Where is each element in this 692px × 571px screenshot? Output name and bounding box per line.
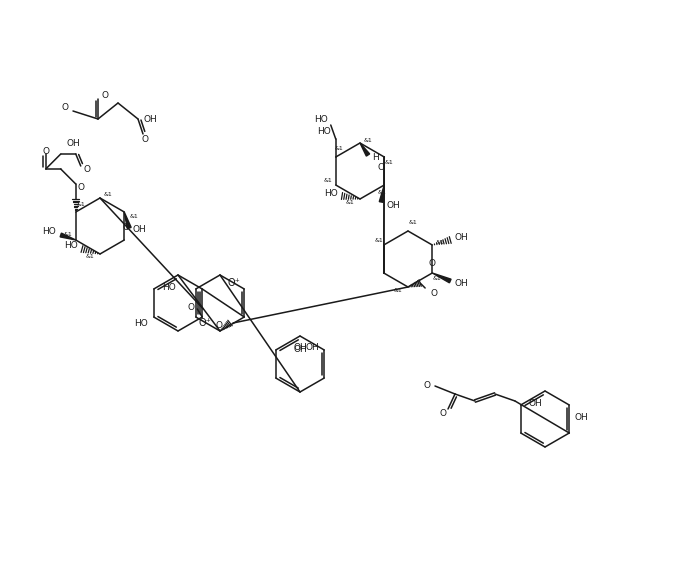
Text: HO: HO xyxy=(162,283,176,292)
Text: O: O xyxy=(378,163,385,172)
Text: O⁺: O⁺ xyxy=(199,318,212,328)
Text: OH: OH xyxy=(305,344,319,352)
Text: &1: &1 xyxy=(408,220,417,226)
Text: O: O xyxy=(84,166,91,175)
Text: H: H xyxy=(372,154,379,163)
Text: O: O xyxy=(215,320,222,329)
Text: HO: HO xyxy=(325,190,338,199)
Text: O: O xyxy=(61,103,68,112)
Polygon shape xyxy=(60,233,75,240)
Text: OH: OH xyxy=(132,226,146,235)
Text: &1: &1 xyxy=(130,215,138,219)
Text: O: O xyxy=(141,135,148,143)
Text: O: O xyxy=(424,381,430,391)
Text: HO: HO xyxy=(42,227,56,236)
Text: O: O xyxy=(430,288,437,297)
Text: &1: &1 xyxy=(323,178,332,183)
Text: OH: OH xyxy=(293,345,307,355)
Text: &1: &1 xyxy=(385,159,394,164)
Text: HO: HO xyxy=(317,127,331,136)
Text: &1: &1 xyxy=(76,202,85,207)
Text: OH: OH xyxy=(574,412,588,421)
Text: OH: OH xyxy=(67,139,81,148)
Text: O: O xyxy=(101,91,108,100)
Text: OH: OH xyxy=(293,344,307,352)
Polygon shape xyxy=(360,143,370,156)
Text: HO: HO xyxy=(134,320,148,328)
Polygon shape xyxy=(379,185,384,202)
Text: &1: &1 xyxy=(104,192,112,198)
Polygon shape xyxy=(125,212,131,228)
Text: O: O xyxy=(122,223,129,232)
Text: &1: &1 xyxy=(433,275,441,280)
Text: OH: OH xyxy=(528,399,542,408)
Text: &1: &1 xyxy=(436,239,445,244)
Text: &1: &1 xyxy=(394,288,402,292)
Text: &1: &1 xyxy=(374,238,383,243)
Text: O: O xyxy=(42,147,49,155)
Text: OH: OH xyxy=(454,234,468,243)
Text: &1: &1 xyxy=(64,232,72,238)
Text: HO: HO xyxy=(64,242,78,251)
Text: O: O xyxy=(439,409,446,419)
Text: O: O xyxy=(429,259,436,267)
Text: OH: OH xyxy=(454,279,468,288)
Polygon shape xyxy=(432,273,451,283)
Text: O⁺: O⁺ xyxy=(228,278,241,288)
Text: O: O xyxy=(188,304,194,312)
Text: O: O xyxy=(78,183,84,192)
Text: &1: &1 xyxy=(334,147,343,151)
Text: &1: &1 xyxy=(345,199,354,204)
Text: &1: &1 xyxy=(363,139,372,143)
Text: OH: OH xyxy=(143,115,157,123)
Text: HO: HO xyxy=(314,115,328,123)
Text: &1: &1 xyxy=(86,255,94,259)
Text: OH: OH xyxy=(386,200,400,210)
Text: &1: &1 xyxy=(378,190,387,195)
